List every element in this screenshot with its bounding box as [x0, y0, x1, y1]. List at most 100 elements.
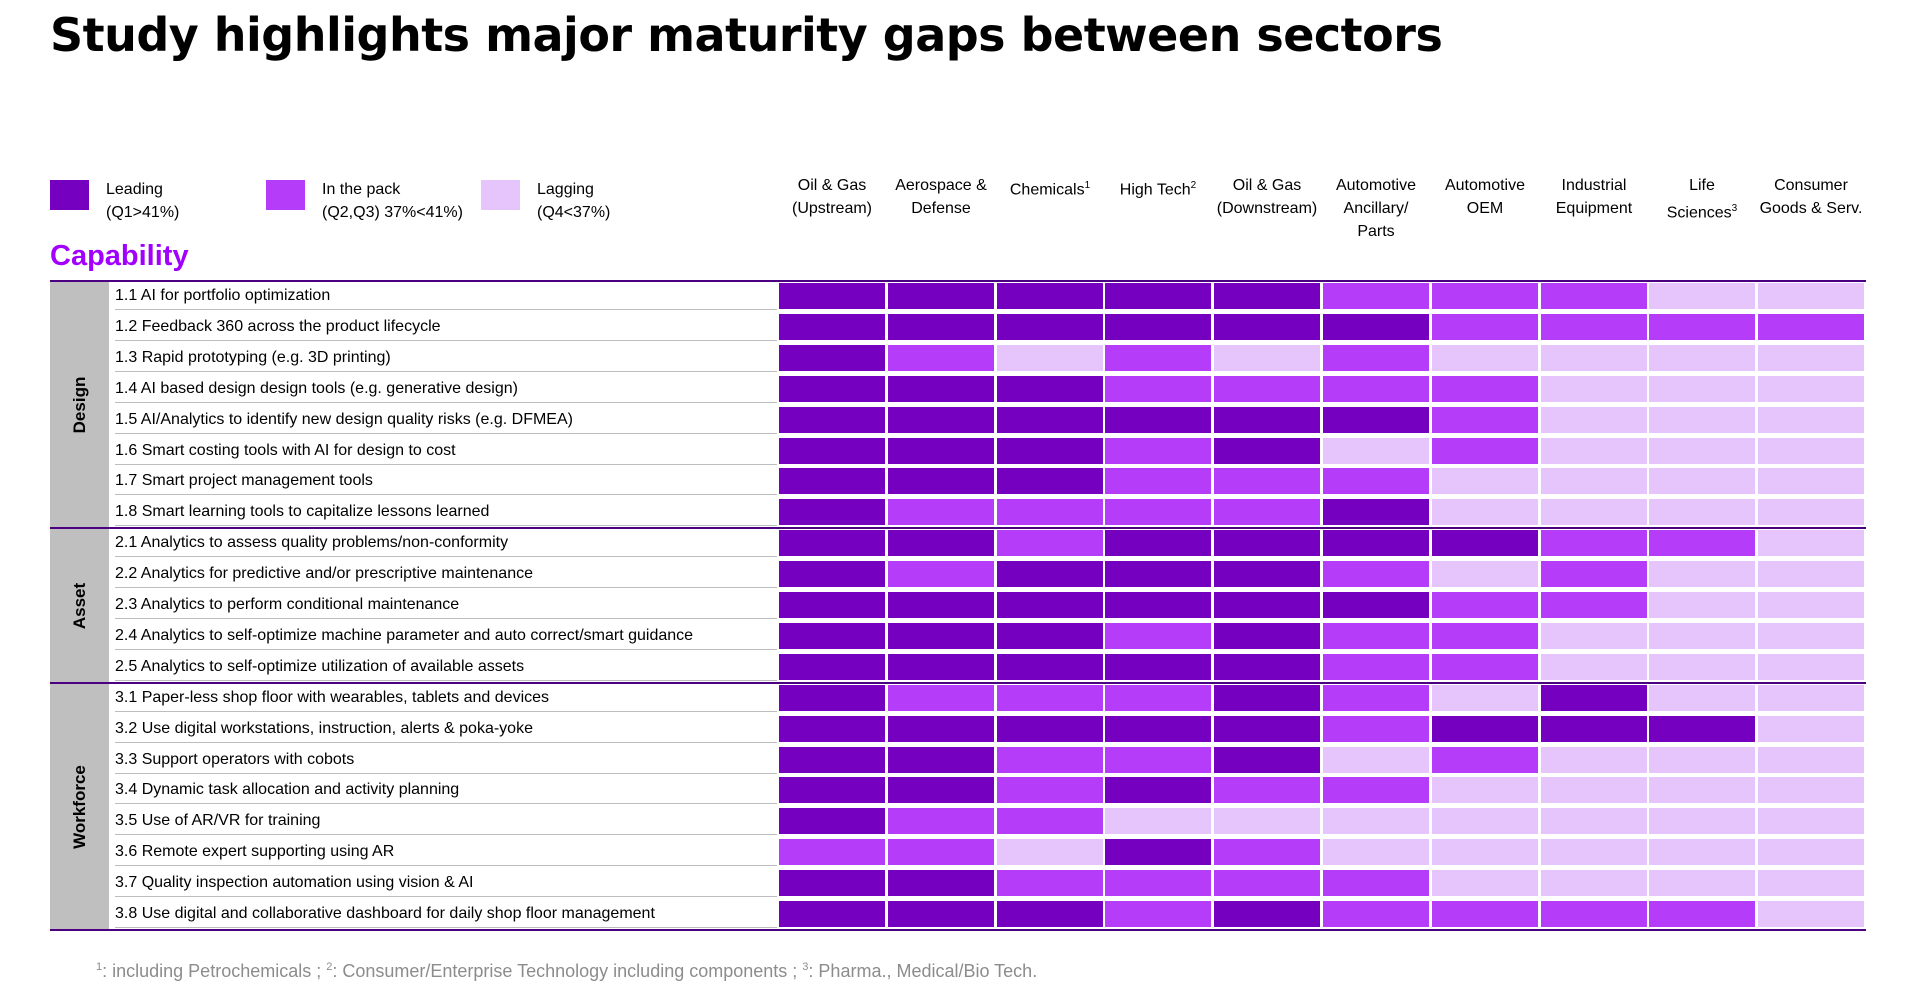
group-label-text: Design — [69, 376, 89, 433]
heatmap-cell — [779, 777, 885, 803]
heatmap-cell — [1105, 499, 1211, 525]
heatmap-cell — [1323, 345, 1429, 371]
heatmap-cell — [1323, 561, 1429, 587]
heatmap-cell — [888, 747, 994, 773]
heatmap-cell — [888, 685, 994, 711]
heatmap-cell — [1432, 314, 1538, 340]
heatmap-cell — [1541, 592, 1647, 618]
sector-header: Industrial Equipment — [1540, 174, 1648, 220]
heatmap-cell — [1432, 530, 1538, 556]
footnote-sup-2: 2 — [326, 961, 333, 973]
heatmap-cell — [997, 438, 1103, 464]
heatmap-cell — [888, 716, 994, 742]
heatmap-cell — [1758, 407, 1864, 433]
heatmap-cell — [1105, 808, 1211, 834]
heatmap-cell — [1323, 870, 1429, 896]
sector-header: Aerospace & Defense — [887, 174, 995, 220]
heatmap-cell — [1649, 407, 1755, 433]
heatmap-cell — [1214, 561, 1320, 587]
heatmap-cell — [1432, 345, 1538, 371]
sector-header: Automotive Ancillary/Parts — [1322, 174, 1430, 243]
legend-label: Leading — [106, 181, 163, 198]
heatmap-cell — [1323, 530, 1429, 556]
heatmap-cell — [1541, 561, 1647, 587]
heatmap-cell — [997, 376, 1103, 402]
heatmap-cell — [997, 499, 1103, 525]
group-label-text: Workforce — [69, 764, 89, 849]
heatmap-cell — [1105, 901, 1211, 927]
heatmap-cell — [1541, 685, 1647, 711]
heatmap-cell — [1432, 407, 1538, 433]
capability-row-label: 2.3 Analytics to perform conditional mai… — [115, 591, 777, 619]
heatmap-cell — [888, 592, 994, 618]
heatmap-cell — [997, 901, 1103, 927]
footnote-text-2: : Consumer/Enterprise Technology includi… — [332, 961, 803, 981]
heatmap-cell — [1649, 561, 1755, 587]
heatmap-cell — [1214, 438, 1320, 464]
heatmap-cell — [1432, 747, 1538, 773]
footnote: 1: including Petrochemicals ; 2: Consume… — [96, 961, 1037, 982]
heatmap-cell — [779, 654, 885, 680]
heatmap-cell — [1214, 777, 1320, 803]
heatmap-cell — [888, 314, 994, 340]
legend-text: Leading (Q1>41%) — [106, 178, 179, 224]
capability-row-label: 3.7 Quality inspection automation using … — [115, 869, 777, 897]
heatmap-cell — [1649, 747, 1755, 773]
heatmap-cell — [1758, 592, 1864, 618]
heatmap-cell — [779, 747, 885, 773]
capability-row-label: 1.6 Smart costing tools with AI for desi… — [115, 437, 777, 465]
heatmap-cell — [779, 592, 885, 618]
heatmap-cell — [1541, 808, 1647, 834]
heatmap-cell — [779, 283, 885, 309]
capability-row-label: 1.7 Smart project management tools — [115, 467, 777, 495]
heatmap-cell — [1214, 716, 1320, 742]
heatmap-cell — [1649, 468, 1755, 494]
heatmap-cell — [1432, 561, 1538, 587]
heatmap-cell — [1432, 654, 1538, 680]
heatmap-cell — [1432, 623, 1538, 649]
sector-header: Oil & Gas (Upstream) — [778, 174, 886, 220]
heatmap-cell — [1105, 376, 1211, 402]
heatmap-cell — [1541, 283, 1647, 309]
heatmap-cell — [1323, 376, 1429, 402]
heatmap-cell — [779, 376, 885, 402]
heatmap-cell — [1649, 623, 1755, 649]
heatmap-cell — [1758, 654, 1864, 680]
heatmap-cell — [1214, 870, 1320, 896]
heatmap-cell — [1432, 808, 1538, 834]
heatmap-cell — [779, 438, 885, 464]
capability-heading: Capability — [50, 240, 189, 272]
heatmap-cell — [888, 468, 994, 494]
heatmap-cell — [1105, 561, 1211, 587]
heatmap-cell — [1432, 376, 1538, 402]
heatmap-cell — [997, 314, 1103, 340]
sector-header-footnote-mark: 3 — [1731, 203, 1738, 214]
heatmap-cell — [997, 777, 1103, 803]
sector-header-line: Parts — [1357, 223, 1395, 240]
sector-header-line: Automotive — [1335, 177, 1417, 194]
legend-label: In the pack — [322, 181, 401, 198]
heatmap-cell — [1214, 623, 1320, 649]
heatmap-cell — [1541, 716, 1647, 742]
sector-header: Chemicals1 — [996, 174, 1104, 201]
heatmap-cell — [779, 314, 885, 340]
sector-header: Automotive OEM — [1431, 174, 1539, 220]
capability-row-label: 3.8 Use digital and collaborative dashbo… — [115, 900, 777, 928]
heatmap-cell — [1214, 808, 1320, 834]
heatmap-cell — [1105, 654, 1211, 680]
heatmap-cell — [1323, 623, 1429, 649]
heatmap-cell — [1649, 901, 1755, 927]
heatmap-cell — [1649, 839, 1755, 865]
heatmap-cell — [1649, 345, 1755, 371]
sector-header-line: Industrial — [1561, 177, 1627, 194]
capability-row-label: 1.3 Rapid prototyping (e.g. 3D printing) — [115, 344, 777, 372]
heatmap-cell — [997, 623, 1103, 649]
sector-header: Oil & Gas (Downstream) — [1213, 174, 1321, 220]
heatmap-cell — [1214, 901, 1320, 927]
heatmap-cell — [1758, 777, 1864, 803]
heatmap-cell — [1432, 870, 1538, 896]
legend-sublabel: (Q4<37%) — [537, 204, 611, 221]
heatmap-cell — [1541, 839, 1647, 865]
capability-row-label: 3.6 Remote expert supporting using AR — [115, 838, 777, 866]
heatmap-cell — [1323, 808, 1429, 834]
